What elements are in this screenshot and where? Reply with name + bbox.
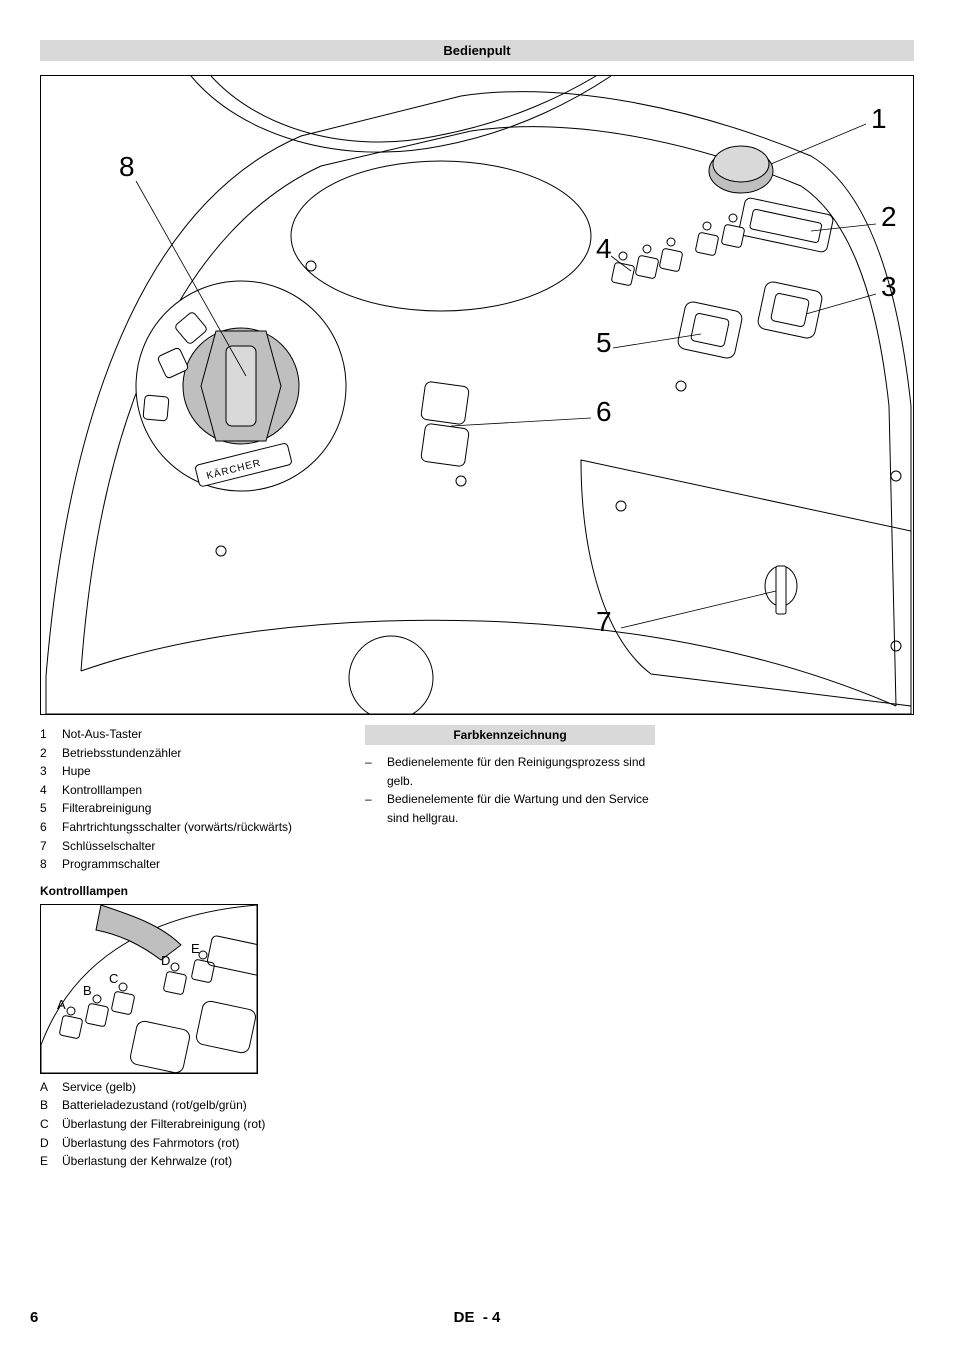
svg-text:C: C (109, 971, 118, 986)
page-footer: 6 DE - 4 (0, 1309, 954, 1326)
kontrolllampen-heading: Kontrolllampen (40, 884, 335, 898)
svg-text:7: 7 (596, 606, 612, 637)
svg-text:B: B (83, 983, 92, 998)
svg-text:3: 3 (881, 271, 897, 302)
svg-text:2: 2 (881, 201, 897, 232)
svg-text:4: 4 (596, 233, 612, 264)
letter-legend: AService (gelb) BBatterieladezustand (ro… (40, 1078, 335, 1171)
svg-text:D: D (161, 953, 170, 968)
svg-text:6: 6 (596, 396, 612, 427)
svg-text:1: 1 (871, 103, 887, 134)
page-number-left: 6 (30, 1309, 38, 1326)
farb-heading: Farbkennzeichnung (365, 725, 655, 745)
numbered-legend: 1Not-Aus-Taster 2Betriebsstundenzähler 3… (40, 725, 335, 874)
page-lang: DE - 4 (454, 1309, 501, 1326)
main-diagram: KÄRCHER (40, 75, 914, 715)
svg-text:5: 5 (596, 327, 612, 358)
svg-text:A: A (57, 997, 66, 1012)
section-header: Bedienpult (40, 40, 914, 61)
farb-list: –Bedienelemente für den Reinigungsprozes… (365, 753, 655, 827)
svg-text:E: E (191, 941, 200, 956)
kontrolllampen-diagram: A B C D E (40, 904, 258, 1074)
svg-text:8: 8 (119, 151, 135, 182)
